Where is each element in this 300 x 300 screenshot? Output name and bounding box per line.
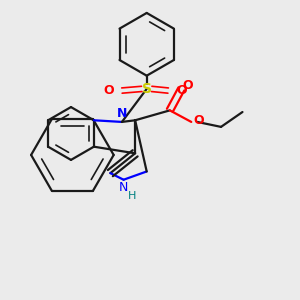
Text: S: S — [142, 82, 152, 96]
Text: O: O — [182, 79, 193, 92]
Text: N: N — [117, 107, 127, 120]
Text: O: O — [193, 114, 204, 127]
Text: H: H — [128, 190, 136, 201]
Text: O: O — [176, 84, 187, 97]
Text: N: N — [119, 182, 128, 194]
Text: O: O — [103, 84, 114, 97]
